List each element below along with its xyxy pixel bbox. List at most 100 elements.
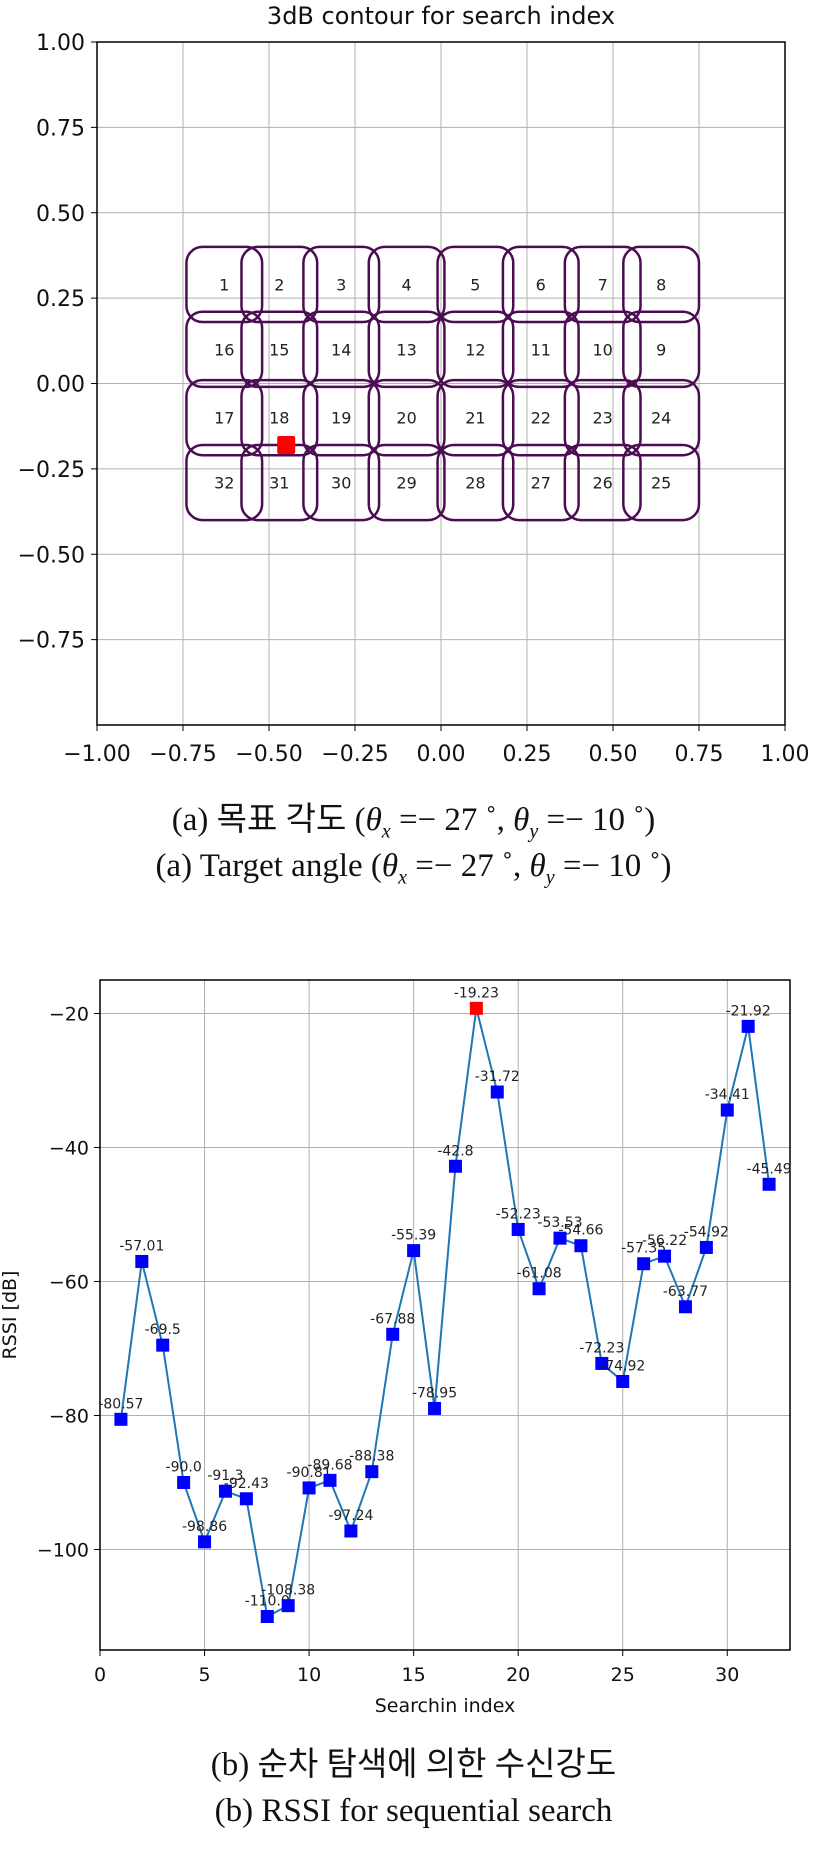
- rssi-data-label-28: -63.77: [663, 1284, 708, 1300]
- contour-label-24: 24: [651, 409, 671, 428]
- rssi-point-18: [469, 1001, 483, 1015]
- chart-a-ytick-label: −0.25: [18, 458, 85, 483]
- contour-label-20: 20: [396, 409, 416, 428]
- contour-cell-15: [240, 310, 319, 389]
- rssi-data-label-3: -69.5: [145, 1322, 181, 1338]
- rssi-point-12: [344, 1524, 358, 1538]
- rssi-data-label-14: -67.88: [370, 1311, 415, 1327]
- chart-b-xtick-label: 0: [94, 1664, 106, 1686]
- contour-label-32: 32: [214, 474, 234, 493]
- chart-b-ytick-label: −40: [49, 1138, 89, 1160]
- rssi-data-label-2: -57.01: [119, 1238, 164, 1254]
- chart-a-ytick-label: 0.75: [36, 116, 85, 141]
- contour-label-18: 18: [269, 409, 289, 428]
- rssi-point-20: [511, 1222, 525, 1236]
- contour-label-11: 11: [531, 340, 551, 359]
- chart-b-xtick-label: 30: [715, 1664, 739, 1686]
- contour-cell-29: [367, 443, 446, 522]
- target-marker: [277, 435, 296, 454]
- contour-label-12: 12: [465, 340, 485, 359]
- rssi-data-label-31: -21.92: [726, 1003, 771, 1019]
- contour-cell-19: [302, 378, 381, 457]
- contour-cell-25: [622, 443, 701, 522]
- contour-label-8: 8: [656, 275, 666, 294]
- contour-label-28: 28: [465, 474, 485, 493]
- chart-b-ytick-label: −80: [49, 1406, 89, 1428]
- rssi-data-label-27: -56.22: [642, 1233, 687, 1249]
- contour-label-16: 16: [214, 340, 234, 359]
- rssi-data-label-5: -98.86: [182, 1519, 227, 1535]
- rssi-point-22: [553, 1231, 567, 1245]
- contour-cell-9: [622, 310, 701, 389]
- rssi-point-10: [302, 1481, 316, 1495]
- contour-cell-6: [501, 245, 580, 324]
- rssi-point-30: [720, 1103, 734, 1117]
- chart-a-xtick-label: 0.25: [503, 742, 552, 767]
- contour-label-17: 17: [214, 409, 234, 428]
- chart-b-ylabel: RSSI [dB]: [0, 1271, 21, 1360]
- contour-cell-28: [436, 443, 515, 522]
- contour-cell-7: [563, 245, 642, 324]
- contour-label-29: 29: [396, 474, 416, 493]
- rssi-data-label-7: -92.43: [224, 1476, 269, 1492]
- contour-label-9: 9: [656, 340, 666, 359]
- contour-label-14: 14: [331, 340, 351, 359]
- rssi-point-1: [114, 1412, 128, 1426]
- contour-label-21: 21: [465, 409, 485, 428]
- chart-a-xtick-label: −0.25: [321, 742, 388, 767]
- contour-label-4: 4: [402, 275, 412, 294]
- rssi-point-29: [699, 1240, 713, 1254]
- contour-cell-18: [240, 378, 319, 457]
- chart-b-ytick-label: −20: [49, 1004, 89, 1026]
- contour-cell-27: [501, 443, 580, 522]
- contour-cell-21: [436, 378, 515, 457]
- chart-a-ytick-label: 0.25: [36, 287, 85, 312]
- contour-cell-23: [563, 378, 642, 457]
- chart-b-ytick-label: −100: [37, 1540, 89, 1562]
- rssi-data-label-4: -90.0: [166, 1460, 202, 1476]
- rssi-point-25: [616, 1374, 630, 1388]
- contour-label-26: 26: [593, 474, 613, 493]
- contour-label-5: 5: [470, 275, 480, 294]
- chart-a-xtick-label: 0.75: [675, 742, 724, 767]
- caption-a-korean: (a) 목표 각도 (θx =− 27 ˚, θy =− 10 ˚): [171, 802, 656, 843]
- rssi-point-4: [177, 1476, 191, 1489]
- contour-cell-11: [501, 310, 580, 389]
- rssi-data-label-17: -42.8: [437, 1143, 473, 1159]
- chart-b-frame: [99, 979, 791, 1651]
- rssi-point-3: [156, 1338, 170, 1352]
- rssi-data-label-29: -54.92: [684, 1224, 729, 1240]
- contour-label-7: 7: [598, 275, 608, 294]
- rssi-point-2: [135, 1254, 149, 1268]
- rssi-point-8: [260, 1610, 274, 1623]
- rssi-point-14: [386, 1327, 400, 1341]
- rssi-data-label-12: -97.24: [328, 1508, 373, 1524]
- caption-a-english: (a) Target angle (θx =− 27 ˚, θy =− 10 ˚…: [155, 848, 672, 889]
- rssi-point-13: [365, 1465, 379, 1479]
- rssi-point-5: [198, 1535, 212, 1549]
- rssi-point-16: [428, 1401, 442, 1415]
- contour-cell-26: [563, 443, 642, 522]
- contour-cell-24: [622, 378, 701, 457]
- contour-label-13: 13: [396, 340, 416, 359]
- contour-label-1: 1: [219, 275, 229, 294]
- rssi-data-label-15: -55.39: [391, 1228, 436, 1244]
- chart-a-xtick-label: −1.00: [63, 742, 130, 767]
- rssi-point-6: [218, 1484, 232, 1498]
- chart-a-xtick-label: −0.75: [149, 742, 216, 767]
- rssi-point-17: [448, 1159, 462, 1173]
- rssi-point-26: [637, 1257, 651, 1271]
- chart-a-xtick-label: 1.00: [761, 742, 810, 767]
- rssi-point-19: [490, 1085, 504, 1099]
- chart-a-ytick-label: −0.75: [18, 629, 85, 654]
- chart-a-xtick-label: 0.50: [589, 742, 638, 767]
- chart-b-xtick-label: 20: [506, 1664, 530, 1686]
- contour-label-15: 15: [269, 340, 289, 359]
- contour-label-10: 10: [593, 340, 613, 359]
- contour-label-22: 22: [531, 409, 551, 428]
- rssi-point-24: [595, 1356, 609, 1370]
- caption-b-korean: (b) 순차 탐색에 의한 수신강도: [210, 1747, 617, 1783]
- contour-cell-4: [367, 245, 446, 324]
- chart-b-xlabel: Searchin index: [375, 1695, 516, 1717]
- chart-a-xtick-label: −0.50: [235, 742, 302, 767]
